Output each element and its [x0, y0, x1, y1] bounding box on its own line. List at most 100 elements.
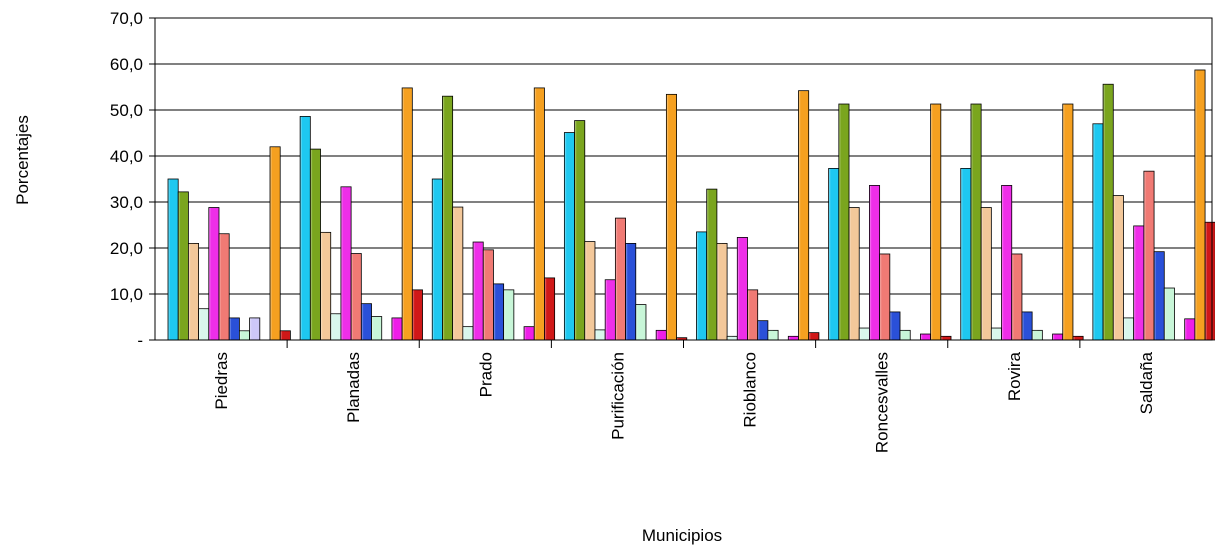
bar — [452, 206, 464, 341]
bar — [544, 277, 556, 341]
bar — [960, 168, 972, 341]
y-axis-title: Porcentajes — [13, 115, 32, 205]
x-tick-label: Planadas — [344, 352, 363, 423]
bar — [330, 313, 342, 341]
bar — [614, 217, 626, 341]
y-tick-label: 10,0 — [110, 285, 143, 304]
bar — [838, 103, 850, 341]
y-tick-label: 30,0 — [110, 193, 143, 212]
y-tick-label: 70,0 — [110, 9, 143, 28]
bar — [299, 116, 311, 341]
bar — [1021, 311, 1033, 341]
bar — [706, 188, 718, 341]
x-tick-label: Piedras — [212, 352, 231, 410]
bar — [198, 308, 210, 341]
bar — [1102, 83, 1114, 341]
x-tick-label: Purificación — [608, 352, 627, 440]
bar — [167, 178, 179, 341]
bar — [309, 148, 321, 341]
bar — [1153, 251, 1165, 341]
bar — [1092, 123, 1104, 341]
bar — [736, 237, 748, 341]
bar — [249, 317, 261, 341]
bar — [187, 242, 199, 341]
x-tick-label: Rioblanco — [741, 352, 760, 428]
bar — [665, 93, 677, 341]
bar — [401, 87, 413, 341]
bar — [208, 207, 220, 341]
bar — [828, 168, 840, 341]
bar — [279, 330, 291, 341]
bar — [889, 311, 901, 341]
y-tick-label: 60,0 — [110, 55, 143, 74]
bars-group — [167, 69, 1215, 341]
y-tick-label: - — [137, 331, 143, 350]
bar — [1184, 318, 1196, 341]
x-axis-title: Municipios — [642, 526, 722, 545]
bar — [1011, 253, 1023, 341]
bar — [533, 87, 545, 341]
y-tick-label: 50,0 — [110, 101, 143, 120]
bar — [431, 178, 443, 341]
bar — [238, 330, 250, 341]
bar — [493, 283, 505, 341]
bar — [228, 317, 240, 341]
bar — [757, 320, 769, 341]
x-tick-label: Saldaña — [1137, 351, 1156, 414]
bar — [340, 186, 352, 341]
bar — [320, 231, 332, 341]
bar — [523, 326, 535, 341]
bar — [1194, 69, 1206, 341]
x-tick-label: Rovira — [1005, 351, 1024, 401]
axes: - 10,0 20,0 30,0 40,0 50,0 60,0 70,0 Piedras Plan… — [110, 9, 1213, 453]
bar — [635, 304, 647, 341]
bar — [594, 329, 606, 341]
bar — [879, 253, 891, 341]
bar — [716, 242, 728, 341]
bar — [442, 95, 454, 341]
bar — [604, 279, 616, 341]
labels: Porcentajes Municipios — [13, 115, 722, 545]
bar — [899, 329, 911, 341]
bar — [269, 146, 281, 341]
bar — [940, 335, 952, 341]
bar — [584, 241, 596, 341]
bar — [563, 132, 575, 341]
bar — [411, 289, 423, 341]
bar — [1031, 329, 1043, 341]
bar — [1072, 335, 1084, 341]
bar — [1062, 103, 1074, 341]
bar — [482, 249, 494, 341]
bar — [655, 329, 667, 341]
y-tick-label: 40,0 — [110, 147, 143, 166]
bar — [360, 303, 372, 341]
bar — [391, 317, 403, 341]
x-tick-label: Prado — [476, 352, 495, 397]
bar — [371, 316, 383, 341]
bar — [472, 241, 484, 341]
x-tick-label: Roncesvalles — [873, 352, 892, 453]
bar — [177, 191, 189, 341]
bar — [869, 185, 881, 341]
bar — [787, 335, 799, 341]
bar — [574, 120, 586, 341]
bar — [980, 207, 992, 341]
bar — [747, 289, 759, 341]
bar — [1163, 287, 1175, 341]
bar — [858, 327, 870, 341]
bar — [930, 103, 942, 341]
bar — [503, 289, 515, 341]
bar — [726, 335, 738, 341]
bar — [1052, 333, 1064, 341]
bar — [625, 242, 637, 341]
bar — [1112, 195, 1124, 341]
bar — [808, 332, 820, 341]
bar — [767, 329, 779, 341]
bar — [990, 327, 1002, 341]
bar — [798, 90, 810, 341]
bar — [696, 231, 708, 341]
bar — [1143, 170, 1155, 341]
bar — [1001, 185, 1013, 341]
